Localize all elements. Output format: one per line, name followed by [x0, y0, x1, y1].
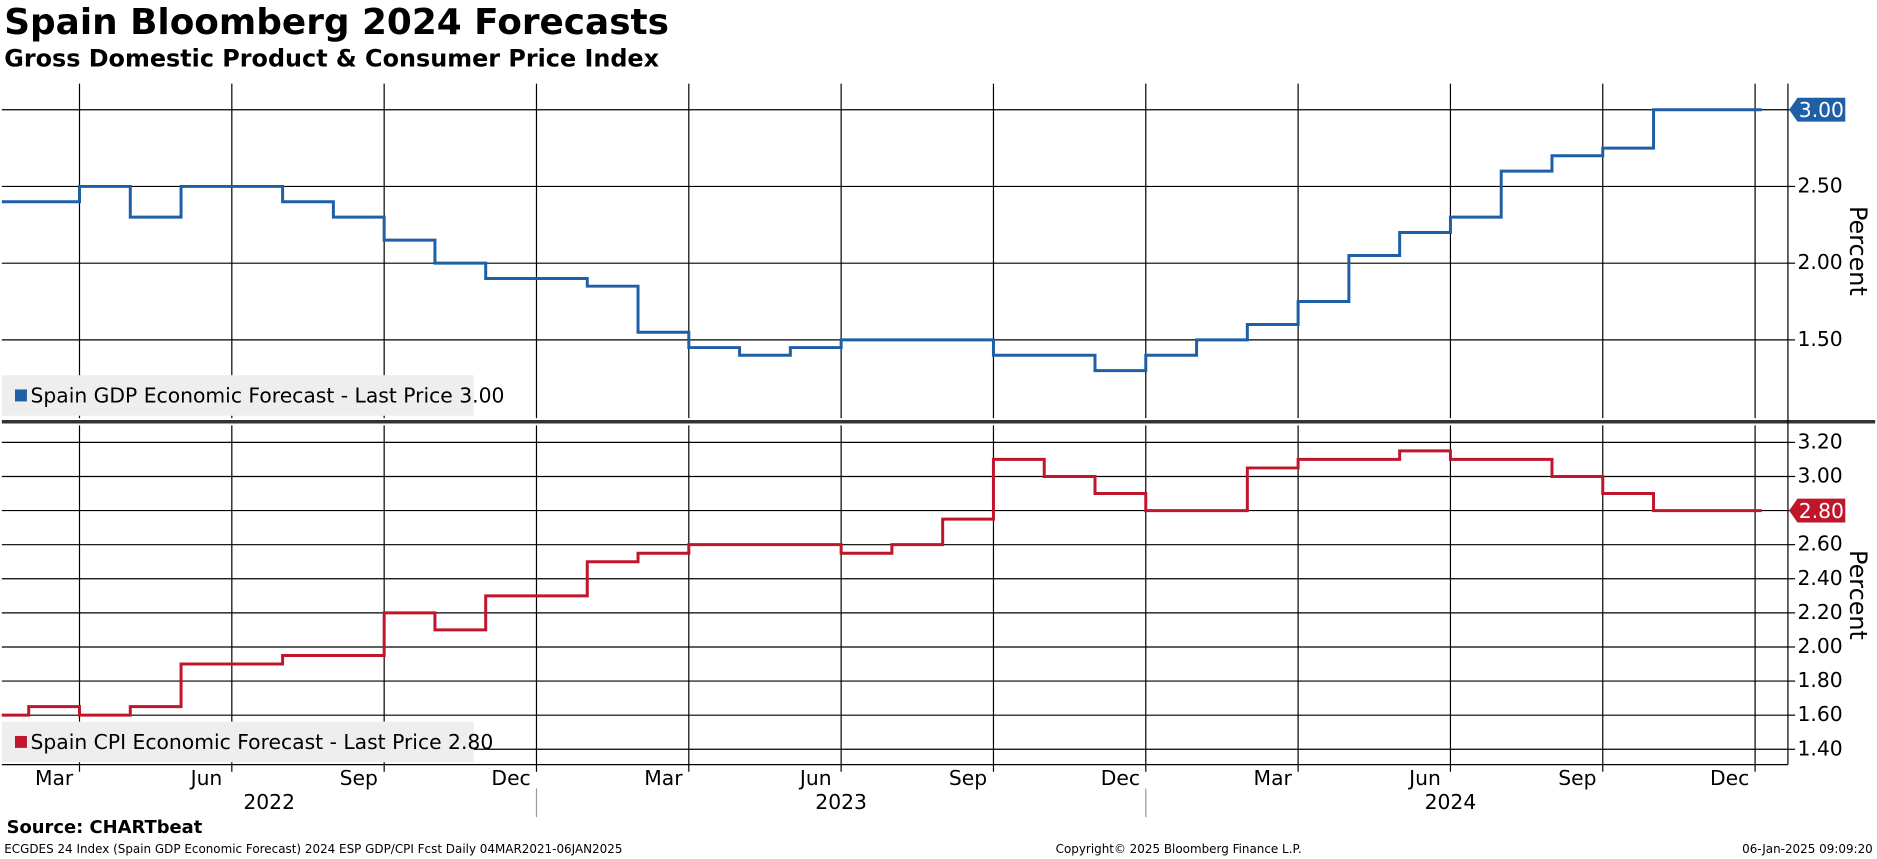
y-tick-label: 1.50 [1798, 327, 1843, 351]
x-tick-label: Mar [1254, 766, 1293, 790]
series-line [1, 449, 1762, 717]
chart-subtitle: Gross Domestic Product & Consumer Price … [4, 45, 659, 73]
copyright: Copyright© 2025 Bloomberg Finance L.P. [1056, 842, 1302, 856]
legend-swatch [14, 735, 27, 748]
x-tick-label: Sep [340, 766, 378, 790]
legend-bg [1, 375, 474, 416]
y-tick-label: 1.60 [1798, 702, 1843, 726]
last-price-badge [1789, 498, 1846, 523]
last-price-badge [1789, 97, 1846, 122]
x-tick-label: Dec [1710, 766, 1749, 790]
x-year-label: 2023 [815, 790, 867, 814]
legend: Spain CPI Economic Forecast - Last Price… [1, 721, 494, 763]
y-tick-label: 3.00 [1798, 463, 1843, 487]
legend: Spain GDP Economic Forecast - Last Price… [1, 375, 505, 416]
y-tick-label: 1.40 [1798, 736, 1843, 760]
x-tick-label: Mar [644, 766, 683, 790]
chart-title: Spain Bloomberg 2024 Forecasts [4, 2, 669, 43]
x-tick-label: Dec [1101, 766, 1140, 790]
x-tick-label: Jun [798, 766, 832, 790]
x-year-label: 2024 [1425, 790, 1477, 814]
last-price-label: 3.00 [1799, 98, 1844, 122]
y-axis-title: Percent [1844, 550, 1872, 640]
y-tick-label: 3.20 [1798, 429, 1843, 453]
last-price-label: 2.80 [1799, 499, 1844, 523]
x-tick-label: Jun [189, 766, 223, 790]
y-tick-label: 2.60 [1798, 532, 1843, 556]
legend-swatch [14, 389, 27, 402]
legend-bg [1, 721, 474, 763]
x-year-label: 2022 [243, 790, 295, 814]
y-tick-label: 2.40 [1798, 566, 1843, 590]
source: Source: CHARTbeat [7, 817, 203, 838]
series-line [1, 108, 1762, 373]
y-tick-label: 1.80 [1798, 668, 1843, 692]
legend-label: Spain GDP Economic Forecast - Last Price… [31, 384, 505, 408]
x-tick-label: Sep [1558, 766, 1596, 790]
legend-label: Spain CPI Economic Forecast - Last Price… [31, 730, 494, 754]
y-tick-label: 2.00 [1798, 634, 1843, 658]
x-tick-label: Jun [1407, 766, 1441, 790]
y-tick-label: 2.50 [1798, 173, 1843, 197]
x-tick-label: Mar [35, 766, 74, 790]
index-line: ECGDES 24 Index (Spain GDP Economic Fore… [4, 842, 622, 856]
x-tick-label: Sep [949, 766, 987, 790]
y-axis-title: Percent [1844, 206, 1872, 296]
y-tick-label: 2.20 [1798, 600, 1843, 624]
y-tick-label: 2.00 [1798, 250, 1843, 274]
x-tick-label: Dec [491, 766, 530, 790]
timestamp: 06-Jan-2025 09:09:20 [1742, 842, 1873, 856]
